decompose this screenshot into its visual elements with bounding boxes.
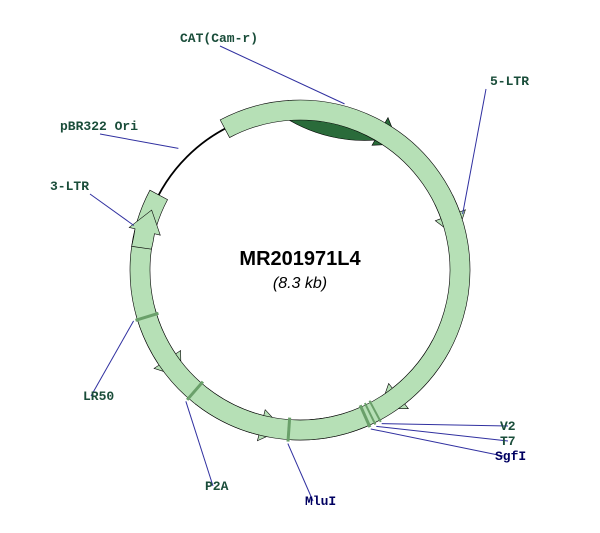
leader-pbr — [100, 134, 178, 148]
tick-label-lr50: LR50 — [83, 389, 114, 404]
feature-label-cat: CAT(Cam-r) — [180, 31, 258, 46]
plasmid-name: MR201971L4 — [239, 248, 361, 270]
plasmid-size: (8.3 kb) — [273, 275, 327, 292]
leader-v2 — [382, 424, 508, 426]
leader-lr50 — [91, 321, 134, 396]
tick-mlui — [288, 418, 290, 442]
tick-label-sgfi: SgfI — [495, 449, 526, 464]
leader-ltr5 — [463, 89, 486, 214]
tick-label-p2a: P2A — [205, 479, 229, 494]
feature-label-ltr3: 3-LTR — [50, 179, 89, 194]
leader-cat — [220, 46, 345, 104]
tick-label-v2: V2 — [500, 419, 516, 434]
feature-pbr — [130, 100, 470, 440]
feature-label-ltr5: 5-LTR — [490, 74, 529, 89]
leader-p2a — [186, 401, 213, 486]
tick-label-t7: T7 — [500, 434, 516, 449]
feature-label-pbr: pBR322 Ori — [60, 119, 138, 134]
leader-mlui — [288, 444, 313, 501]
tick-label-mlui: MluI — [305, 494, 336, 509]
leader-ltr3 — [90, 194, 134, 225]
